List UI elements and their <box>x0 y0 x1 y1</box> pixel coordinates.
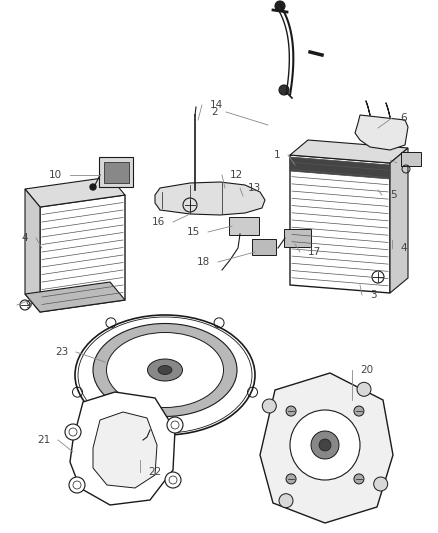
Text: 15: 15 <box>187 227 200 237</box>
Circle shape <box>354 474 364 484</box>
Text: 18: 18 <box>197 257 210 267</box>
Polygon shape <box>290 157 390 179</box>
Text: 2: 2 <box>212 107 218 117</box>
Circle shape <box>286 406 296 416</box>
Text: 1: 1 <box>273 150 280 160</box>
FancyBboxPatch shape <box>401 152 421 166</box>
Polygon shape <box>70 392 175 505</box>
Circle shape <box>167 417 183 433</box>
Circle shape <box>354 406 364 416</box>
Polygon shape <box>290 140 408 163</box>
Polygon shape <box>93 412 157 488</box>
Circle shape <box>319 439 331 451</box>
Ellipse shape <box>158 366 172 375</box>
Polygon shape <box>260 373 393 523</box>
Polygon shape <box>390 148 408 293</box>
Text: 10: 10 <box>49 170 62 180</box>
Circle shape <box>262 399 276 413</box>
Polygon shape <box>25 282 125 312</box>
Text: 17: 17 <box>308 247 321 257</box>
Circle shape <box>290 410 360 480</box>
Text: 5: 5 <box>390 190 397 200</box>
Polygon shape <box>40 195 125 312</box>
Circle shape <box>311 431 339 459</box>
Ellipse shape <box>106 333 223 408</box>
Text: 6: 6 <box>400 113 406 123</box>
Ellipse shape <box>75 315 255 435</box>
Circle shape <box>279 85 289 95</box>
Polygon shape <box>155 182 265 215</box>
FancyBboxPatch shape <box>229 217 259 235</box>
Polygon shape <box>25 189 40 312</box>
Text: 14: 14 <box>210 100 223 110</box>
Ellipse shape <box>93 324 237 416</box>
Text: 3: 3 <box>370 290 377 300</box>
Circle shape <box>90 184 96 190</box>
Text: 21: 21 <box>37 435 50 445</box>
FancyBboxPatch shape <box>99 157 133 187</box>
Circle shape <box>374 477 388 491</box>
FancyBboxPatch shape <box>252 239 276 255</box>
Ellipse shape <box>78 317 252 433</box>
FancyBboxPatch shape <box>103 161 128 182</box>
Circle shape <box>275 1 285 11</box>
Polygon shape <box>290 155 390 293</box>
Circle shape <box>286 474 296 484</box>
Circle shape <box>357 382 371 397</box>
Text: 20: 20 <box>360 365 373 375</box>
Circle shape <box>165 472 181 488</box>
Text: 16: 16 <box>152 217 165 227</box>
Text: 12: 12 <box>230 170 243 180</box>
Circle shape <box>65 424 81 440</box>
Circle shape <box>279 494 293 508</box>
Ellipse shape <box>148 359 183 381</box>
Polygon shape <box>355 115 408 150</box>
Text: 23: 23 <box>55 347 68 357</box>
Polygon shape <box>25 177 125 207</box>
Text: 9: 9 <box>25 300 32 310</box>
Text: 13: 13 <box>248 183 261 193</box>
Text: 4: 4 <box>21 233 28 243</box>
Circle shape <box>69 477 85 493</box>
Text: 22: 22 <box>148 467 161 477</box>
FancyBboxPatch shape <box>284 229 311 247</box>
Text: 4: 4 <box>400 243 406 253</box>
